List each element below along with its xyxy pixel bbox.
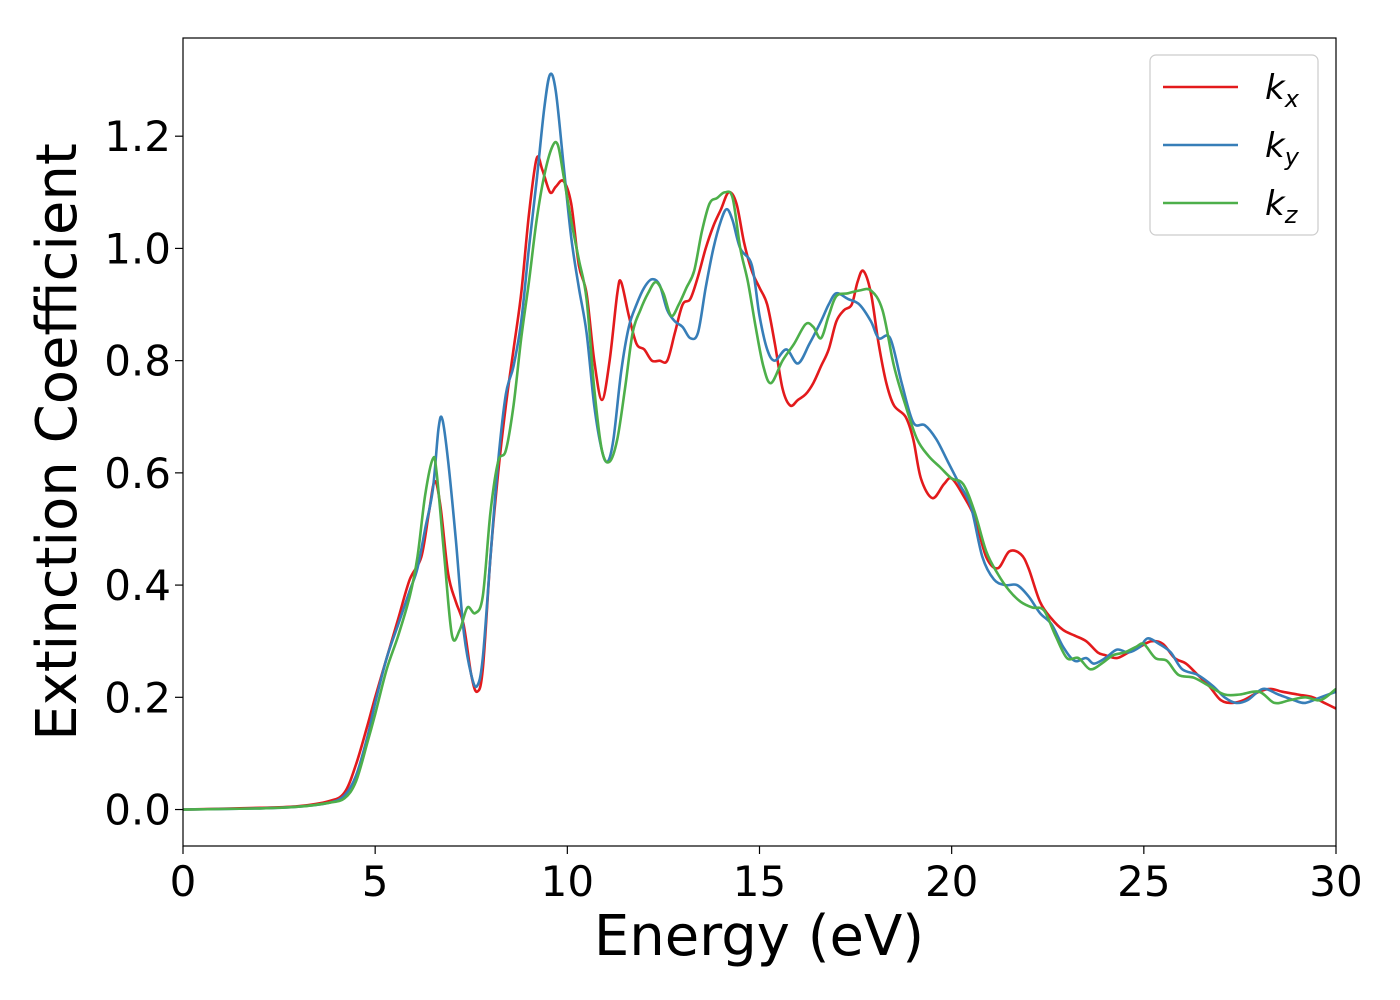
y-tick-label: 0.2 — [104, 673, 171, 722]
y-tick-label: 0.8 — [104, 337, 171, 386]
legend-label-subscript: x — [1284, 85, 1300, 113]
series-line-k-y — [183, 72, 1336, 811]
legend-label-subscript: z — [1284, 201, 1299, 229]
legend-label-k-x: kx — [1265, 68, 1300, 113]
series-line-k-x — [183, 155, 1336, 811]
legend-label-main: k — [1265, 184, 1286, 224]
y-tick-label: 1.2 — [104, 112, 171, 161]
x-axis-title: Energy (eV) — [594, 904, 924, 969]
y-axis: 0.0 0.2 0.4 0.6 0.8 1.0 1.2 — [104, 112, 183, 835]
x-tick-label: 25 — [1117, 857, 1170, 906]
x-tick-label: 10 — [541, 857, 594, 906]
legend-label-main: k — [1265, 126, 1286, 166]
y-tick-label: 0.4 — [104, 561, 171, 610]
x-tick-label: 5 — [362, 857, 389, 906]
legend-label-subscript: y — [1284, 143, 1300, 171]
x-tick-label: 20 — [925, 857, 978, 906]
legend-label-k-y: ky — [1265, 126, 1300, 171]
legend-label-main: k — [1265, 68, 1286, 108]
series-line-k-z — [183, 140, 1336, 811]
x-tick-label: 30 — [1309, 857, 1362, 906]
x-axis: 0 5 10 15 20 25 30 — [170, 846, 1363, 906]
series-layer — [183, 72, 1336, 811]
y-tick-label: 1.0 — [104, 224, 171, 273]
legend-label-k-z: kz — [1265, 184, 1299, 229]
x-tick-label: 15 — [733, 857, 786, 906]
x-tick-label: 0 — [170, 857, 197, 906]
y-axis-title: Extinction Coefficient — [25, 143, 90, 741]
y-tick-label: 0.0 — [104, 786, 171, 835]
y-tick-label: 0.6 — [104, 449, 171, 498]
